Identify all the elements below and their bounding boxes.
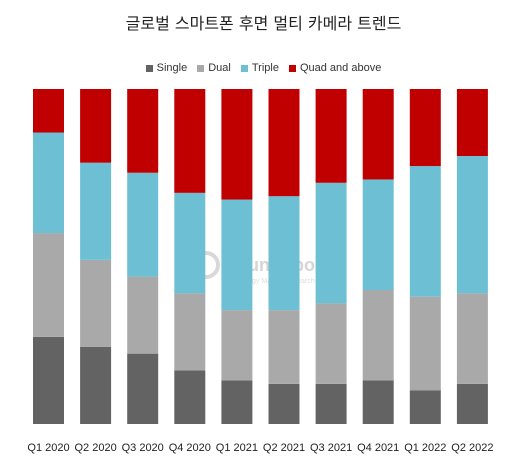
bar-stack-1 xyxy=(33,89,64,424)
watermark: CounterpointTechnology Market Research xyxy=(192,251,337,285)
bar-stack-6 xyxy=(268,89,300,424)
bar-stack-2 xyxy=(80,89,112,424)
legend: Single Dual Triple Quad and above xyxy=(0,62,527,74)
legend-item-4: Quad and above xyxy=(288,62,382,74)
bar-segment-dual xyxy=(221,310,253,381)
bar-segment-single xyxy=(362,380,394,424)
bar-segment-dual xyxy=(33,233,64,337)
bar-segment-dual xyxy=(362,290,394,381)
bar-segment-single xyxy=(174,370,206,424)
bar-segment-quad-and-above xyxy=(127,89,159,173)
legend-swatch xyxy=(240,64,248,72)
legend-label: Dual xyxy=(208,62,231,74)
bar-segment-dual xyxy=(456,293,488,384)
bar-segment-quad-and-above xyxy=(409,89,441,167)
legend-label: Triple xyxy=(251,62,279,74)
bar-segment-triple xyxy=(127,172,159,277)
x-tick-label: Q4 2020 xyxy=(169,442,211,454)
bar-segment-single xyxy=(127,353,159,424)
bar-segment-quad-and-above xyxy=(221,89,253,200)
bar-segment-dual xyxy=(80,259,112,347)
bar-segment-single xyxy=(33,336,64,424)
bar-segment-single xyxy=(315,383,347,424)
bar-segment-dual xyxy=(315,303,347,384)
x-tick-label: Q2 2020 xyxy=(74,442,116,454)
bar-segment-quad-and-above xyxy=(80,89,112,163)
x-tick-label: Q3 2021 xyxy=(310,442,352,454)
bar-segment-single xyxy=(80,346,112,424)
x-tick-label: Q2 2022 xyxy=(451,442,493,454)
bar-segment-dual xyxy=(127,276,159,354)
bar-segment-single xyxy=(409,390,441,424)
x-tick-label: Q2 2021 xyxy=(263,442,305,454)
bar-segment-quad-and-above xyxy=(174,89,206,193)
x-tick-label: Q1 2022 xyxy=(404,442,446,454)
legend-swatch xyxy=(145,64,153,72)
bar-stack-9 xyxy=(409,89,441,424)
x-tick-label: Q4 2021 xyxy=(357,442,399,454)
bar-stack-10 xyxy=(456,89,488,424)
bar-stack-7 xyxy=(315,89,347,424)
bar-segment-triple xyxy=(33,132,64,234)
legend-label: Quad and above xyxy=(299,62,382,74)
bar-stack-5 xyxy=(221,89,253,424)
bar-segment-dual xyxy=(174,293,206,371)
bar-segment-single xyxy=(221,380,253,424)
bar-segment-quad-and-above xyxy=(456,89,488,156)
bar-segment-single xyxy=(268,383,300,424)
legend-label: Single xyxy=(156,62,188,74)
chart-title: 글로벌 스마트폰 후면 멀티 카메라 트렌드 xyxy=(125,14,402,33)
bar-segment-triple xyxy=(221,199,253,311)
x-tick-label: Q3 2020 xyxy=(122,442,164,454)
bar-segment-quad-and-above xyxy=(268,89,300,197)
legend-swatch xyxy=(288,64,296,72)
bar-segment-dual xyxy=(409,296,441,391)
bar-segment-quad-and-above xyxy=(33,89,64,133)
bar-segment-triple xyxy=(409,166,441,297)
bar-segment-quad-and-above xyxy=(362,89,394,180)
bar-segment-triple xyxy=(174,192,206,294)
bar-stack-3 xyxy=(127,89,159,424)
bar-segment-triple xyxy=(80,162,112,260)
x-tick-label: Q1 2021 xyxy=(216,442,258,454)
legend-item-3: Triple xyxy=(240,62,279,74)
legend-item-2: Dual xyxy=(197,62,231,74)
legend-swatch xyxy=(197,64,205,72)
bar-segment-quad-and-above xyxy=(315,89,347,183)
bar-segment-triple xyxy=(315,182,347,304)
bar-segment-single xyxy=(456,383,488,424)
bar-segment-triple xyxy=(362,179,394,290)
legend-item-1: Single xyxy=(145,62,188,74)
bar-stack-8 xyxy=(362,89,394,424)
x-tick-label: Q1 2020 xyxy=(27,442,69,454)
bar-segment-dual xyxy=(268,310,300,384)
bar-stack-4 xyxy=(174,89,206,424)
bar-segment-triple xyxy=(268,196,300,311)
bar-segment-triple xyxy=(456,156,488,294)
